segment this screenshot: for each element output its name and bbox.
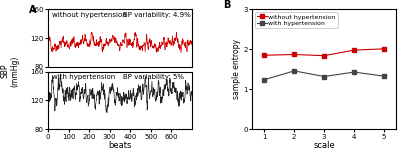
with hypertension — [352, 71, 356, 73]
Text: with hypertension: with hypertension — [52, 75, 116, 81]
without hypertension — [382, 48, 386, 50]
with hypertension — [262, 79, 266, 81]
without hypertension — [262, 54, 266, 56]
Line: with hypertension: with hypertension — [262, 69, 386, 82]
Text: BP variability: 5%: BP variability: 5% — [123, 75, 184, 81]
with hypertension — [322, 76, 326, 77]
X-axis label: beats: beats — [108, 141, 132, 150]
Y-axis label: sample entropy: sample entropy — [232, 39, 241, 99]
with hypertension — [292, 70, 296, 72]
without hypertension — [352, 49, 356, 51]
Line: without hypertension: without hypertension — [262, 47, 386, 58]
without hypertension — [292, 54, 296, 55]
Text: SBP
(mmHg): SBP (mmHg) — [0, 55, 20, 87]
X-axis label: scale: scale — [313, 141, 335, 150]
Text: without hypertension: without hypertension — [52, 12, 127, 18]
Text: B: B — [224, 0, 231, 10]
Legend: without hypertension, with hypertension: without hypertension, with hypertension — [255, 12, 338, 28]
without hypertension — [322, 55, 326, 57]
with hypertension — [382, 75, 386, 77]
Text: BP variability: 4.9%: BP variability: 4.9% — [123, 12, 190, 18]
Text: A: A — [29, 5, 37, 15]
